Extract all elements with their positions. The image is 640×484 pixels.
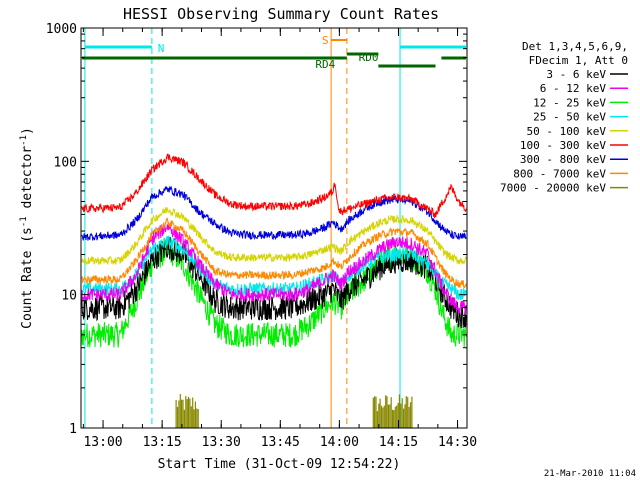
legend-entry-label: 7000 - 20000 keV xyxy=(500,182,606,195)
plot-frame xyxy=(80,27,468,429)
legend-header-line: Det 1,3,4,5,6,9, xyxy=(522,40,628,53)
x-tick-label: 14:00 xyxy=(320,435,359,450)
series-line xyxy=(81,222,467,315)
x-tick-label: 13:15 xyxy=(143,435,182,450)
y-tick-label: 1 xyxy=(69,422,77,437)
legend-entry-label: 25 - 50 keV xyxy=(533,111,606,124)
x-tick-label: 13:30 xyxy=(202,435,241,450)
decimation-label-rd0: RD0 xyxy=(359,51,379,64)
series-50-100-kev xyxy=(81,206,467,266)
series-line xyxy=(81,217,467,289)
series-800-7000-kev xyxy=(81,217,467,289)
x-axis-label: Start Time (31-Oct-09 12:54:22) xyxy=(158,457,401,472)
series-6-12-kev xyxy=(81,222,467,315)
series-line xyxy=(81,236,467,329)
series-100-300-kev xyxy=(81,153,467,219)
x-tick-label: 14:15 xyxy=(379,435,418,450)
legend-entry-label: 6 - 12 keV xyxy=(540,82,607,95)
series-line xyxy=(81,153,467,219)
series-7000-20000-kev xyxy=(175,394,413,428)
y-axis-label: Count Rate (s-1 detector-1) xyxy=(19,127,35,329)
x-tick-label: 13:00 xyxy=(83,435,122,450)
night-label: N xyxy=(158,42,165,55)
x-tick-label: 13:45 xyxy=(261,435,300,450)
y-tick-label: 10 xyxy=(61,289,77,304)
legend: Det 1,3,4,5,6,9,FDecim 1, Att 03 - 6 keV… xyxy=(500,40,628,195)
legend-entry-label: 12 - 25 keV xyxy=(533,96,606,109)
y-tick-label: 100 xyxy=(54,155,77,170)
x-tick-label: 14:30 xyxy=(438,435,477,450)
series-3-6-kev xyxy=(81,236,467,329)
legend-entry-label: 100 - 300 keV xyxy=(520,139,606,152)
axis-layer: 13:00 13:15 13:30 13:45 14:00 14:15 14:30 1 10 10… xyxy=(46,22,477,450)
legend-entry-label: 3 - 6 keV xyxy=(546,68,606,81)
decimation-label-rd4: RD4 xyxy=(315,58,335,71)
annotation-layer: N S RD4 RD0 xyxy=(82,28,468,428)
series-line xyxy=(81,206,467,266)
legend-entry-label: 50 - 100 keV xyxy=(527,125,607,138)
legend-header-line: FDecim 1, Att 0 xyxy=(529,54,628,67)
legend-entry-label: 800 - 7000 keV xyxy=(513,167,606,180)
y-tick-label: 1000 xyxy=(46,22,77,37)
legend-entry-label: 300 - 800 keV xyxy=(520,153,606,166)
chart-title: HESSI Observing Summary Count Rates xyxy=(123,5,439,23)
footer-timestamp: 21-Mar-2010 11:04 xyxy=(544,469,636,479)
series-line xyxy=(175,394,413,428)
series-layer xyxy=(81,153,467,428)
saa-label: S xyxy=(322,34,329,47)
